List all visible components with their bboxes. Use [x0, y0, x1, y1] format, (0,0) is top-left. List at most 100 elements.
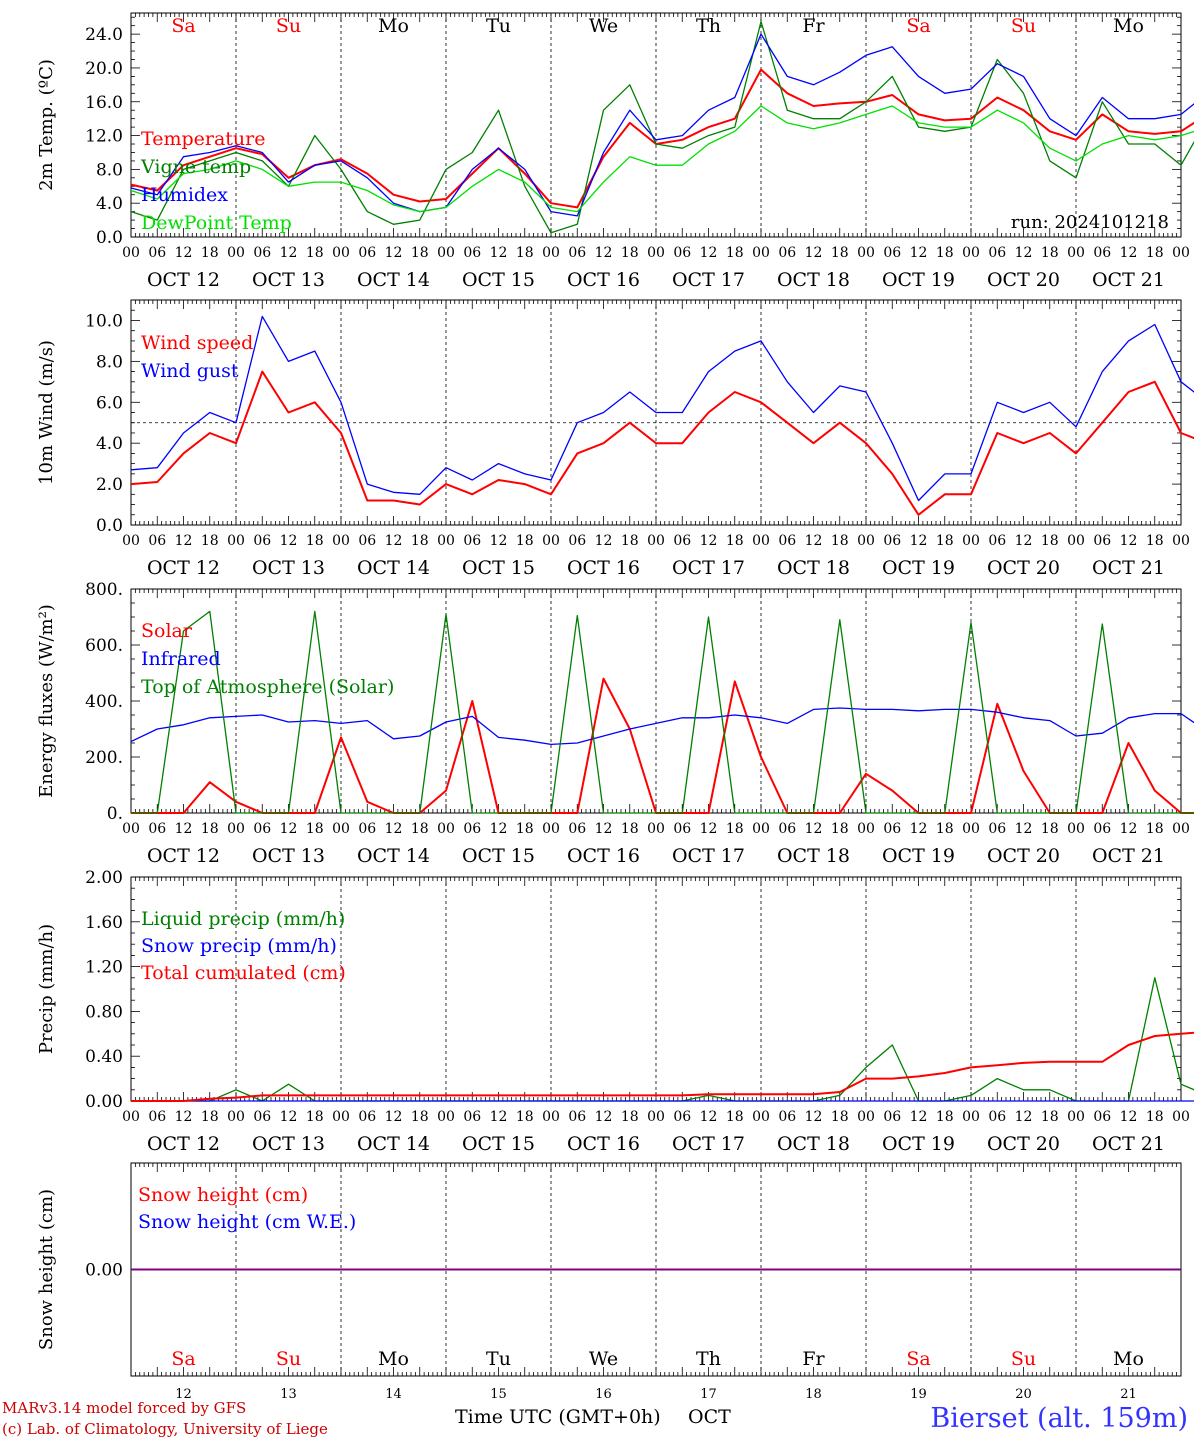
- hour-tick-label: 00: [752, 1109, 770, 1125]
- day-number-label: 20: [1015, 1387, 1032, 1402]
- hour-tick-label: 00: [332, 821, 350, 837]
- date-label: OCT 20: [987, 269, 1060, 291]
- weekday-label: Th: [696, 15, 721, 37]
- panel-wind: 0.0 2.0 4.0 6.0 8.0 10.0 10m Wind (m/s) Wind sp…: [36, 299, 1194, 579]
- hour-tick-label: 12: [1120, 1109, 1138, 1125]
- y-tick-label: 0.00: [85, 1261, 123, 1281]
- weekday-label: Tu: [486, 15, 511, 37]
- hour-tick-label: 12: [700, 821, 718, 837]
- series-line-solar: [131, 677, 1194, 814]
- hour-tick-label: 06: [778, 821, 796, 837]
- date-label: OCT 15: [462, 845, 535, 867]
- date-label: OCT 20: [987, 1133, 1060, 1155]
- date-label: OCT 21: [1092, 269, 1165, 291]
- weekday-label: Fr: [802, 15, 825, 37]
- hour-tick-label: 12: [385, 245, 403, 261]
- date-label: OCT 17: [672, 1133, 745, 1155]
- y-tick-label: 0.00: [85, 1092, 123, 1112]
- legend-entry: Total cumulated (cm): [141, 962, 346, 984]
- hour-tick-label: 00: [857, 1109, 875, 1125]
- hour-tick-label: 12: [805, 533, 823, 549]
- y-tick-label: 400.: [85, 692, 123, 712]
- legend-entry: Top of Atmosphere (Solar): [141, 676, 394, 698]
- hour-tick-label: 00: [437, 245, 455, 261]
- hour-tick-label: 12: [910, 1109, 928, 1125]
- hour-tick-label: 12: [385, 533, 403, 549]
- hour-tick-label: 12: [700, 245, 718, 261]
- hour-tick-label: 00: [437, 821, 455, 837]
- hour-tick-label: 18: [726, 245, 744, 261]
- hour-tick-label: 06: [988, 1109, 1006, 1125]
- y-axis-label: Precip (mm/h): [36, 924, 57, 1054]
- date-label: OCT 15: [462, 1133, 535, 1155]
- hour-tick-label: 12: [1120, 533, 1138, 549]
- y-tick-label: 1.20: [85, 958, 123, 978]
- hour-tick-label: 00: [122, 245, 140, 261]
- hour-tick-label: 00: [857, 245, 875, 261]
- hour-tick-label: 12: [385, 1109, 403, 1125]
- hour-tick-label: 12: [1015, 821, 1033, 837]
- hour-tick-label: 18: [411, 1109, 429, 1125]
- series-line-wind-speed: [130, 370, 1194, 516]
- hour-tick-label: 18: [1041, 245, 1059, 261]
- credit-line-2: (c) Lab. of Climatology, University of L…: [2, 1420, 328, 1438]
- date-label: OCT 13: [252, 269, 325, 291]
- date-label: OCT 17: [672, 845, 745, 867]
- hour-tick-label: 12: [490, 533, 508, 549]
- hour-tick-label: 18: [936, 1109, 954, 1125]
- hour-tick-label: 00: [227, 1109, 245, 1125]
- plot-frame: [130, 12, 1182, 238]
- station-label: Bierset (alt. 159m): [930, 1403, 1188, 1434]
- hour-tick-label: 00: [962, 245, 980, 261]
- hour-tick-label: 00: [437, 533, 455, 549]
- y-tick-label: 20.0: [85, 59, 123, 79]
- weekday-label: We: [589, 1348, 618, 1370]
- y-tick-label: 0.0: [96, 228, 123, 248]
- hour-tick-label: 18: [1146, 1109, 1164, 1125]
- day-number-label: 18: [805, 1387, 822, 1402]
- day-number-label: 19: [910, 1387, 927, 1402]
- hour-tick-label: 18: [621, 533, 639, 549]
- date-label: OCT 12: [147, 557, 220, 579]
- date-label: OCT 13: [252, 557, 325, 579]
- hour-tick-label: 12: [1015, 533, 1033, 549]
- hour-tick-label: 12: [385, 821, 403, 837]
- hour-tick-label: 18: [516, 245, 534, 261]
- hour-tick-label: 18: [726, 1109, 744, 1125]
- hour-tick-label: 12: [1120, 821, 1138, 837]
- date-label: OCT 16: [567, 269, 640, 291]
- hour-tick-label: 06: [778, 533, 796, 549]
- hour-tick-label: 18: [201, 821, 219, 837]
- hour-tick-label: 00: [1172, 245, 1190, 261]
- hour-tick-label: 12: [280, 533, 298, 549]
- date-label: OCT 12: [147, 1133, 220, 1155]
- y-tick-label: 16.0: [85, 93, 123, 113]
- date-label: OCT 14: [357, 269, 430, 291]
- hour-tick-label: 12: [1015, 1109, 1033, 1125]
- hour-tick-label: 06: [673, 821, 691, 837]
- credit-line-1: MARv3.14 model forced by GFS: [2, 1399, 246, 1417]
- hour-tick-label: 00: [647, 533, 665, 549]
- weekday-label: Tu: [486, 1348, 511, 1370]
- y-tick-label: 8.0: [96, 352, 123, 372]
- day-number-label: 17: [700, 1387, 717, 1402]
- hour-tick-label: 06: [673, 1109, 691, 1125]
- legend-entry: Humidex: [141, 184, 228, 206]
- hour-tick-label: 06: [463, 1109, 481, 1125]
- hour-tick-label: 12: [595, 821, 613, 837]
- y-tick-label: 4.0: [96, 434, 123, 454]
- hour-tick-label: 18: [621, 1109, 639, 1125]
- hour-tick-label: 06: [463, 533, 481, 549]
- run-annotation: run: 2024101218: [1011, 212, 1169, 233]
- day-number-label: 13: [280, 1387, 297, 1402]
- date-label: OCT 14: [357, 845, 430, 867]
- hour-tick-label: 00: [962, 821, 980, 837]
- hour-tick-label: 00: [122, 1109, 140, 1125]
- series-line-total-cumulated-cm-: [131, 1031, 1194, 1102]
- hour-tick-label: 06: [673, 533, 691, 549]
- y-tick-label: 4.0: [96, 194, 123, 214]
- hour-tick-label: 18: [1041, 1109, 1059, 1125]
- hour-tick-label: 00: [857, 533, 875, 549]
- hour-tick-label: 12: [490, 1109, 508, 1125]
- day-number-label: 15: [490, 1387, 507, 1402]
